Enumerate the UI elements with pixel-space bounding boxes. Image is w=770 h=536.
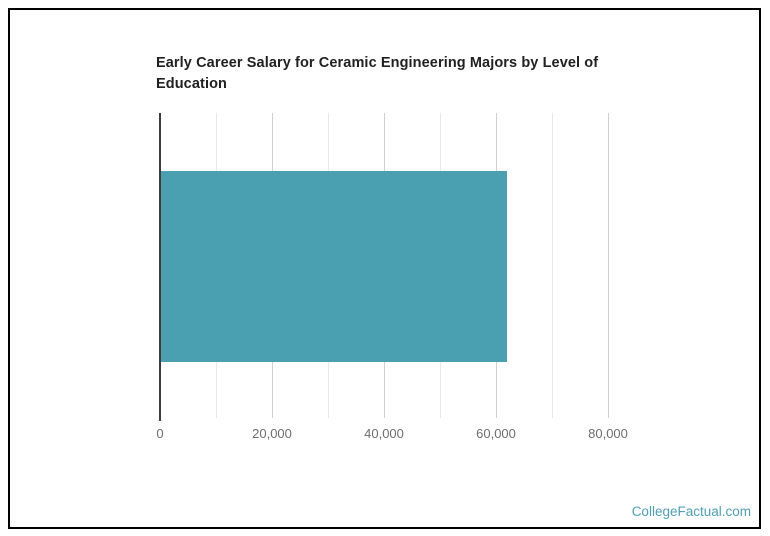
x-tick-label: 80,000 — [588, 426, 628, 441]
major-gridline — [608, 113, 609, 418]
chart-title-line-1: Early Career Salary for Ceramic Engineer… — [156, 55, 599, 71]
x-tick-label: 20,000 — [252, 426, 292, 441]
minor-gridline — [552, 113, 553, 418]
watermark-text: CollegeFactual.com — [631, 504, 751, 519]
chart-title: Early Career Salary for Ceramic Engineer… — [156, 53, 598, 95]
x-tick-label: 0 — [156, 426, 164, 441]
salary-bar — [161, 171, 508, 362]
chart-border — [8, 8, 761, 529]
y-axis-line — [159, 113, 161, 421]
x-tick-label: 40,000 — [364, 426, 404, 441]
chart-title-line-2: Education — [156, 76, 227, 92]
x-tick-label: 60,000 — [476, 426, 516, 441]
